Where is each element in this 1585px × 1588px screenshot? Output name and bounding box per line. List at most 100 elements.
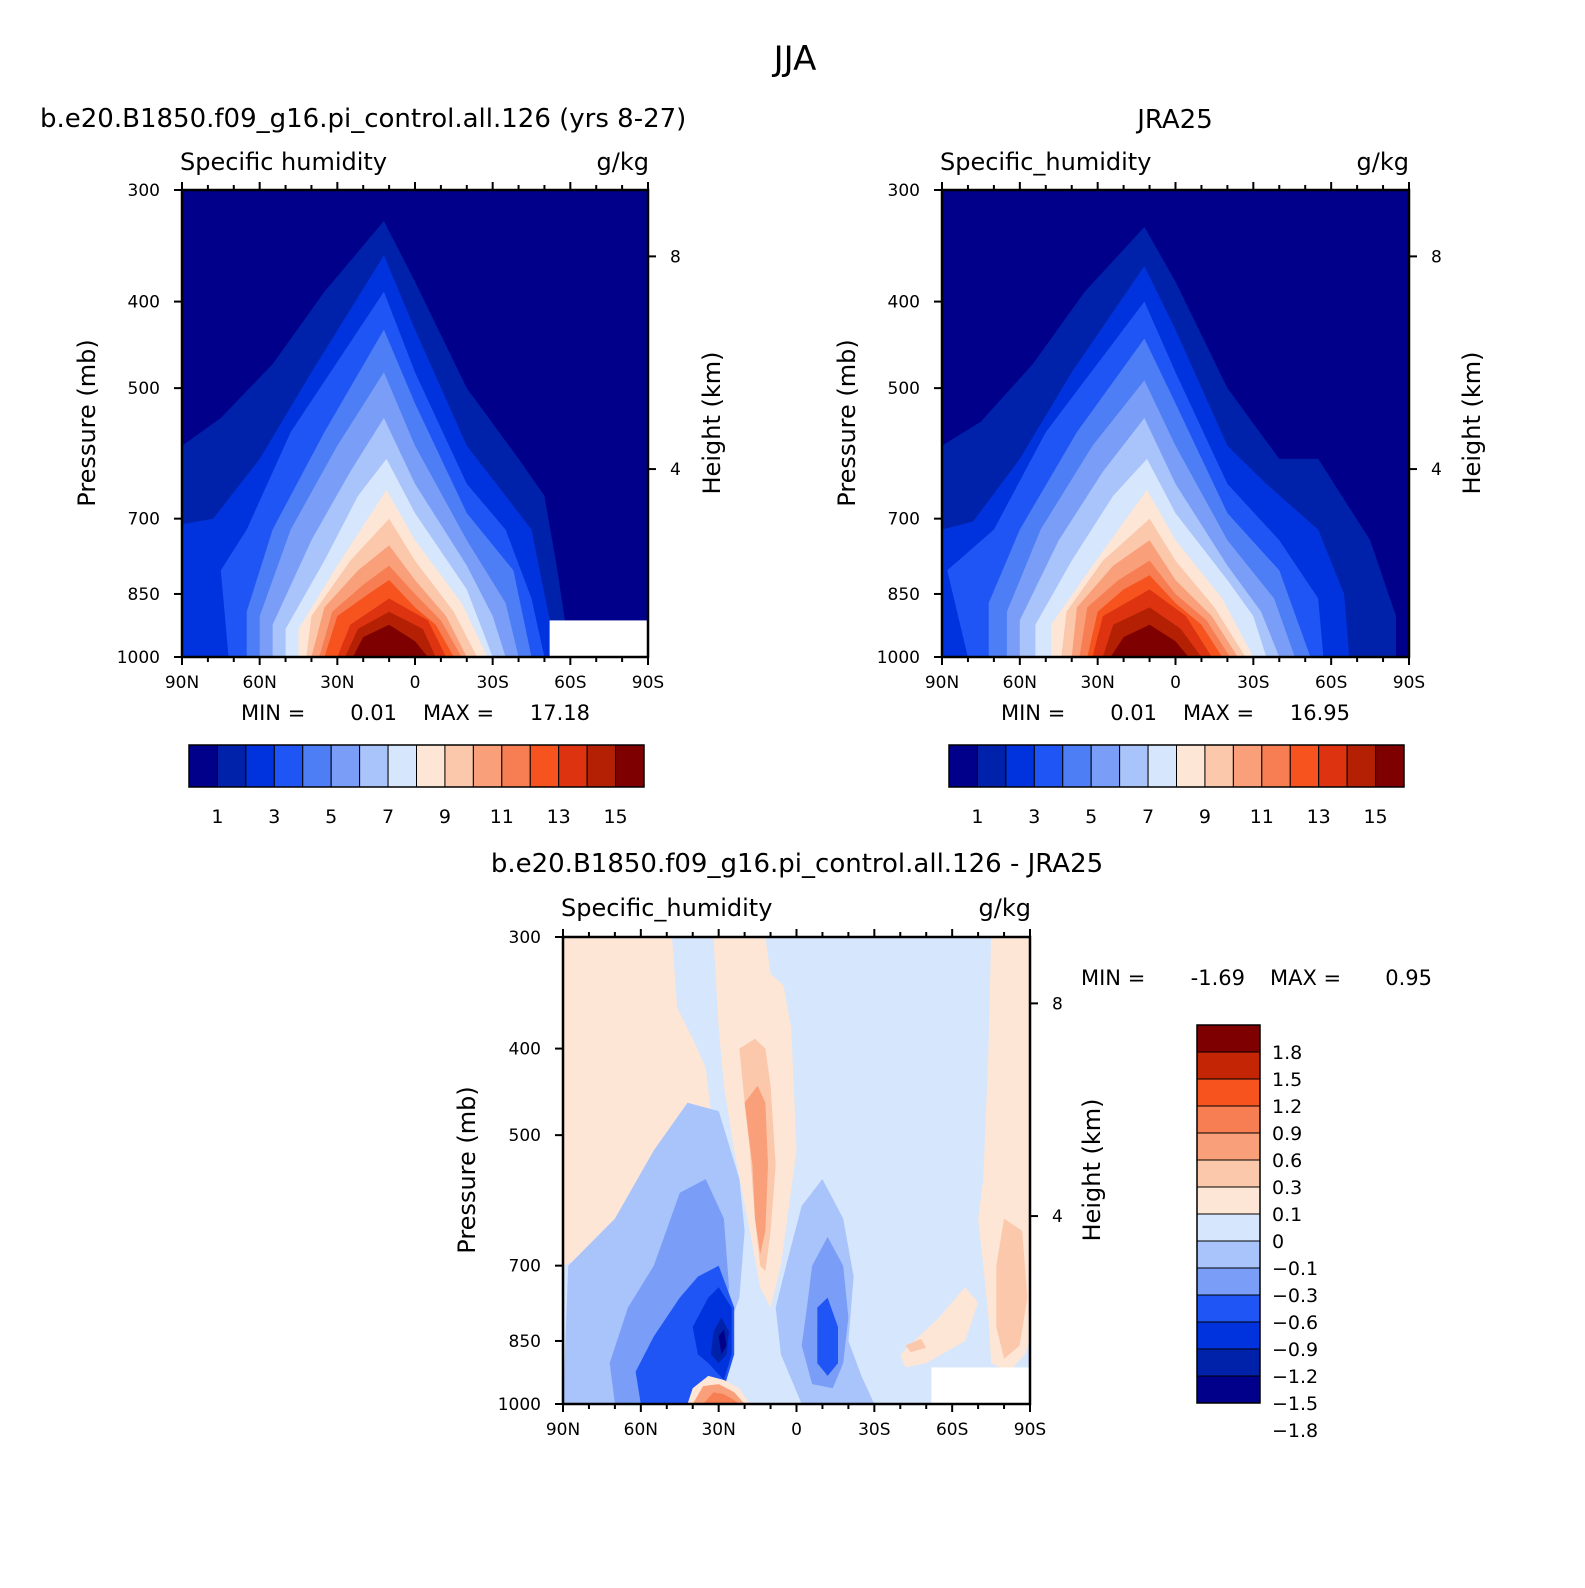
x-tick-label: 60N	[242, 673, 276, 693]
colorbar-swatch	[444, 744, 474, 788]
y-tick-label: 850	[128, 585, 160, 605]
colorbar-swatch	[1346, 744, 1377, 788]
panel-model: b.e20.B1850.f09_g16.pi_control.all.126 (…	[40, 104, 726, 828]
colorbar-swatch	[615, 744, 645, 788]
colorbar-label: 7	[382, 806, 394, 828]
colorbar-swatch	[501, 744, 531, 788]
diff-surface-0.6	[703, 1392, 740, 1404]
contour-level-15	[352, 624, 428, 657]
figure-title: JJA	[772, 39, 817, 79]
y-tick-label: 1000	[877, 648, 920, 668]
colorbar-label: 13	[1307, 806, 1331, 828]
colorbar-label: 11	[1250, 806, 1274, 828]
colorbar-label: 13	[547, 806, 571, 828]
colorbar-swatch	[1196, 1105, 1261, 1134]
panel-diff-colorbar: 1.8 1.5 1.2 0.9 0.6 0.3 0.1 0 −0.1 −0.3 −0.6 −0.9 −1…	[1196, 1024, 1318, 1442]
colorbar-swatch	[1261, 744, 1291, 788]
panel-obs-min-value: 0.01	[1110, 701, 1157, 725]
colorbar-label: −1.8	[1272, 1420, 1318, 1442]
panel-diff-ylabel: Pressure (mb)	[453, 1086, 481, 1253]
panel-diff-y2label: Height (km)	[1078, 1099, 1106, 1242]
panel-diff-units: g/kg	[979, 894, 1031, 922]
height-tick-label: 8	[670, 247, 681, 267]
colorbar-outline	[948, 744, 1405, 788]
y-tick-label: 300	[888, 181, 920, 201]
panel-model-colorbar: 1 3 5 7 9 11 13 15	[188, 744, 645, 828]
colorbar-label: 15	[1363, 806, 1387, 828]
colorbar-label: 3	[268, 806, 280, 828]
colorbar-swatch	[302, 744, 332, 788]
y-tick-label: 700	[888, 510, 920, 530]
colorbar-swatch	[1196, 1240, 1261, 1269]
missing-data-region	[931, 1367, 1029, 1403]
colorbar-swatch	[1289, 744, 1320, 788]
colorbar-swatch	[1119, 744, 1149, 788]
diff-positive-small	[905, 1338, 927, 1353]
colorbar-swatch	[1062, 744, 1092, 788]
panel-obs-units: g/kg	[1357, 148, 1409, 176]
panel-model-min-value: 0.01	[350, 701, 397, 725]
y-tick-label: 400	[888, 293, 920, 313]
colorbar-swatch	[1196, 1267, 1261, 1296]
colorbar-swatch	[216, 744, 247, 788]
x-tick-label: 0	[1170, 673, 1181, 693]
x-tick-label: 30S	[1237, 673, 1269, 693]
panel-diff: b.e20.B1850.f09_g16.pi_control.all.126 -…	[453, 849, 1432, 1442]
y-tick-label: 500	[128, 379, 160, 399]
height-tick-label: 4	[1431, 460, 1442, 480]
colorbar-label: 0.6	[1272, 1150, 1302, 1172]
colorbar-swatch	[1204, 744, 1234, 788]
x-tick-label: 0	[410, 673, 421, 693]
colorbar-outline	[188, 744, 645, 788]
contour-level-15	[1110, 624, 1189, 657]
colorbar-label: 5	[325, 806, 337, 828]
colorbar-label: 0	[1272, 1231, 1284, 1253]
height-tick-label: 4	[670, 460, 681, 480]
colorbar-swatch	[1196, 1348, 1261, 1377]
panel-model-contours	[182, 190, 648, 658]
colorbar-label: 1	[971, 806, 983, 828]
colorbar-swatch	[387, 744, 417, 788]
colorbar-label: 9	[439, 806, 451, 828]
colorbar-swatch	[359, 744, 389, 788]
colorbar-swatch	[1196, 1375, 1261, 1404]
colorbar-swatch	[1196, 1213, 1261, 1242]
panel-diff-max-label: MAX =	[1270, 966, 1341, 990]
x-tick-label: 30N	[320, 673, 354, 693]
colorbar-swatch	[948, 744, 978, 788]
panel-model-variable: Specific humidity	[180, 148, 387, 176]
x-tick-label: 60N	[624, 1420, 658, 1440]
panel-obs-max-label: MAX =	[1183, 701, 1254, 725]
colorbar-swatch	[1196, 1321, 1261, 1350]
colorbar-swatch	[472, 744, 503, 788]
y-tick-label: 500	[888, 379, 920, 399]
colorbar-swatch	[558, 744, 588, 788]
x-tick-label: 60S	[1315, 673, 1347, 693]
colorbar-swatch	[1005, 744, 1035, 788]
colorbar-swatch	[330, 744, 361, 788]
diff-positive-south-0.1	[996, 1218, 1028, 1359]
colorbar-label: −1.5	[1272, 1393, 1318, 1415]
colorbar-swatch	[273, 744, 304, 788]
panel-diff-min-label: MIN =	[1081, 966, 1145, 990]
diff-neg-south-0.6	[817, 1297, 838, 1376]
colorbar-label: 5	[1085, 806, 1097, 828]
x-tick-label: 90N	[165, 673, 199, 693]
colorbar-label: −0.9	[1272, 1339, 1318, 1361]
panel-model-min-label: MIN =	[241, 701, 305, 725]
height-tick-label: 8	[1052, 994, 1063, 1014]
panel-diff-contours	[563, 937, 1030, 1404]
y-tick-label: 400	[509, 1040, 541, 1060]
colorbar-label: −0.6	[1272, 1312, 1318, 1334]
colorbar-label: −0.1	[1272, 1258, 1318, 1280]
colorbar-swatch	[245, 744, 275, 788]
colorbar-label: 7	[1142, 806, 1154, 828]
y-tick-label: 700	[128, 510, 160, 530]
panel-obs-title: JRA25	[1135, 105, 1213, 135]
y-tick-label: 400	[128, 293, 160, 313]
height-tick-label: 8	[1431, 247, 1442, 267]
colorbar-label: 0.9	[1272, 1123, 1302, 1145]
x-tick-label: 0	[791, 1420, 802, 1440]
colorbar-swatch	[1196, 1186, 1261, 1215]
x-tick-label: 90N	[546, 1420, 580, 1440]
